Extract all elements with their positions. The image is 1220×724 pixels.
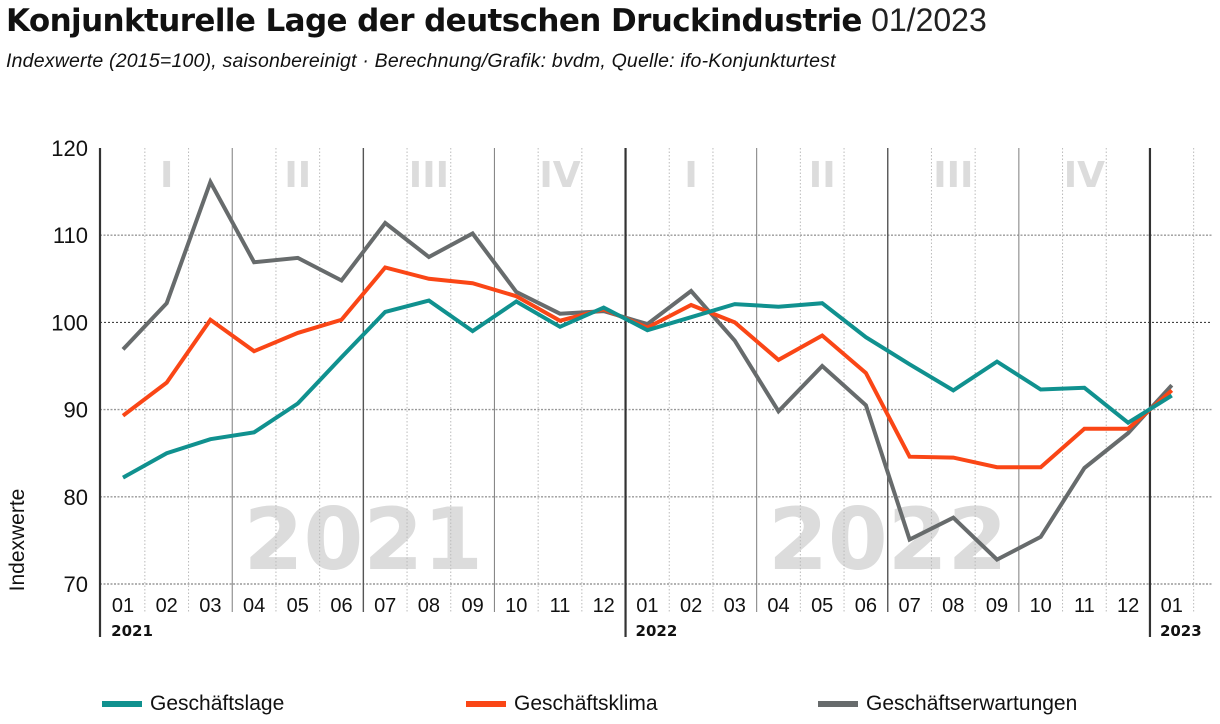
- y-tick-label: 70: [64, 572, 88, 597]
- x-tick-label: 12: [1117, 595, 1139, 617]
- x-tick-label: 11: [550, 595, 571, 617]
- chart-subtitle: Indexwerte (2015=100), saisonbereinigt ·…: [6, 50, 836, 72]
- x-tick-label: 03: [724, 595, 746, 617]
- x-tick-label: 04: [767, 595, 789, 617]
- quarter-labels: I II III IV I II III IV: [160, 155, 1105, 196]
- quarter-label: III: [409, 155, 449, 196]
- x-tick-label: 02: [680, 595, 702, 617]
- x-tick-label: 10: [505, 595, 527, 617]
- x-tick-label: 12: [593, 595, 615, 617]
- y-tick-label: 90: [64, 398, 88, 423]
- quarter-label: II: [809, 155, 836, 196]
- title-date: 01/2023: [871, 2, 987, 38]
- year-label: 2021: [111, 622, 153, 640]
- quarter-label: III: [933, 155, 973, 196]
- x-tick-label: 09: [461, 595, 483, 617]
- chart-title: Konjunkturelle Lage der deutschen Drucki…: [6, 0, 987, 41]
- x-tick-label: 11: [1074, 595, 1095, 617]
- y-axis-label: Indexwerte: [6, 489, 29, 592]
- x-tick-label: 10: [1030, 595, 1052, 617]
- legend: Geschäftslage Geschäftsklima Geschäftser…: [0, 692, 1220, 720]
- quarter-label: IV: [1064, 155, 1105, 196]
- legend-item-geschaeftserwartungen[interactable]: Geschäftserwartungen: [818, 692, 1077, 716]
- x-tick-label: 01: [112, 595, 134, 617]
- year-label: 2022: [636, 622, 678, 640]
- period-separators: [144, 148, 1195, 637]
- x-tick-label: 01: [1161, 595, 1183, 617]
- legend-swatch: [102, 701, 142, 707]
- x-tick-label: 08: [942, 595, 964, 617]
- legend-item-geschaeftsklima[interactable]: Geschäftsklima: [466, 692, 658, 716]
- x-tick-label: 06: [855, 595, 877, 617]
- x-tick-label: 07: [898, 595, 920, 617]
- x-tick-label: 05: [811, 595, 833, 617]
- quarter-label: I: [160, 155, 173, 196]
- x-tick-label: 02: [156, 595, 178, 617]
- year-labels: 2021 2022 2023: [111, 622, 1202, 640]
- legend-label: Geschäftserwartungen: [866, 692, 1078, 715]
- x-tick-label: 01: [636, 595, 658, 617]
- quarter-label: I: [684, 155, 697, 196]
- legend-label: Geschäftsklima: [514, 692, 658, 715]
- x-tick-label: 07: [374, 595, 396, 617]
- y-tick-label: 80: [64, 485, 88, 510]
- x-tick-label: 03: [199, 595, 221, 617]
- line-chart: 2021 2022 I II III IV I II III IV 70809010011012…: [6, 136, 1212, 640]
- title-main: Konjunkturelle Lage der deutschen Drucki…: [6, 3, 862, 39]
- x-tick-label: 04: [243, 595, 265, 617]
- x-tick-label: 06: [330, 595, 352, 617]
- x-tick-label: 05: [287, 595, 309, 617]
- y-tick-label: 100: [51, 310, 88, 335]
- y-tick-labels: 70 80 90 100 110 120: [51, 136, 88, 597]
- quarter-label: II: [284, 155, 311, 196]
- year-label: 2023: [1160, 622, 1202, 640]
- quarter-label: IV: [539, 155, 580, 196]
- x-tick-labels: 01 02 03 04 05 06 07 08 09 10 11 12 01 02 03 04 05 06 07 08…: [112, 595, 1183, 617]
- series-line-geschaeftsklima: [121, 265, 1174, 470]
- legend-label: Geschäftslage: [150, 692, 285, 715]
- legend-swatch: [818, 701, 858, 707]
- y-tick-label: 110: [53, 223, 88, 248]
- x-tick-label: 08: [418, 595, 440, 617]
- y-tick-label: 120: [51, 136, 88, 161]
- legend-item-geschaeftslage[interactable]: Geschäftslage: [102, 692, 284, 716]
- legend-swatch: [466, 701, 506, 707]
- x-tick-label: 09: [986, 595, 1008, 617]
- series-lines: [121, 177, 1174, 563]
